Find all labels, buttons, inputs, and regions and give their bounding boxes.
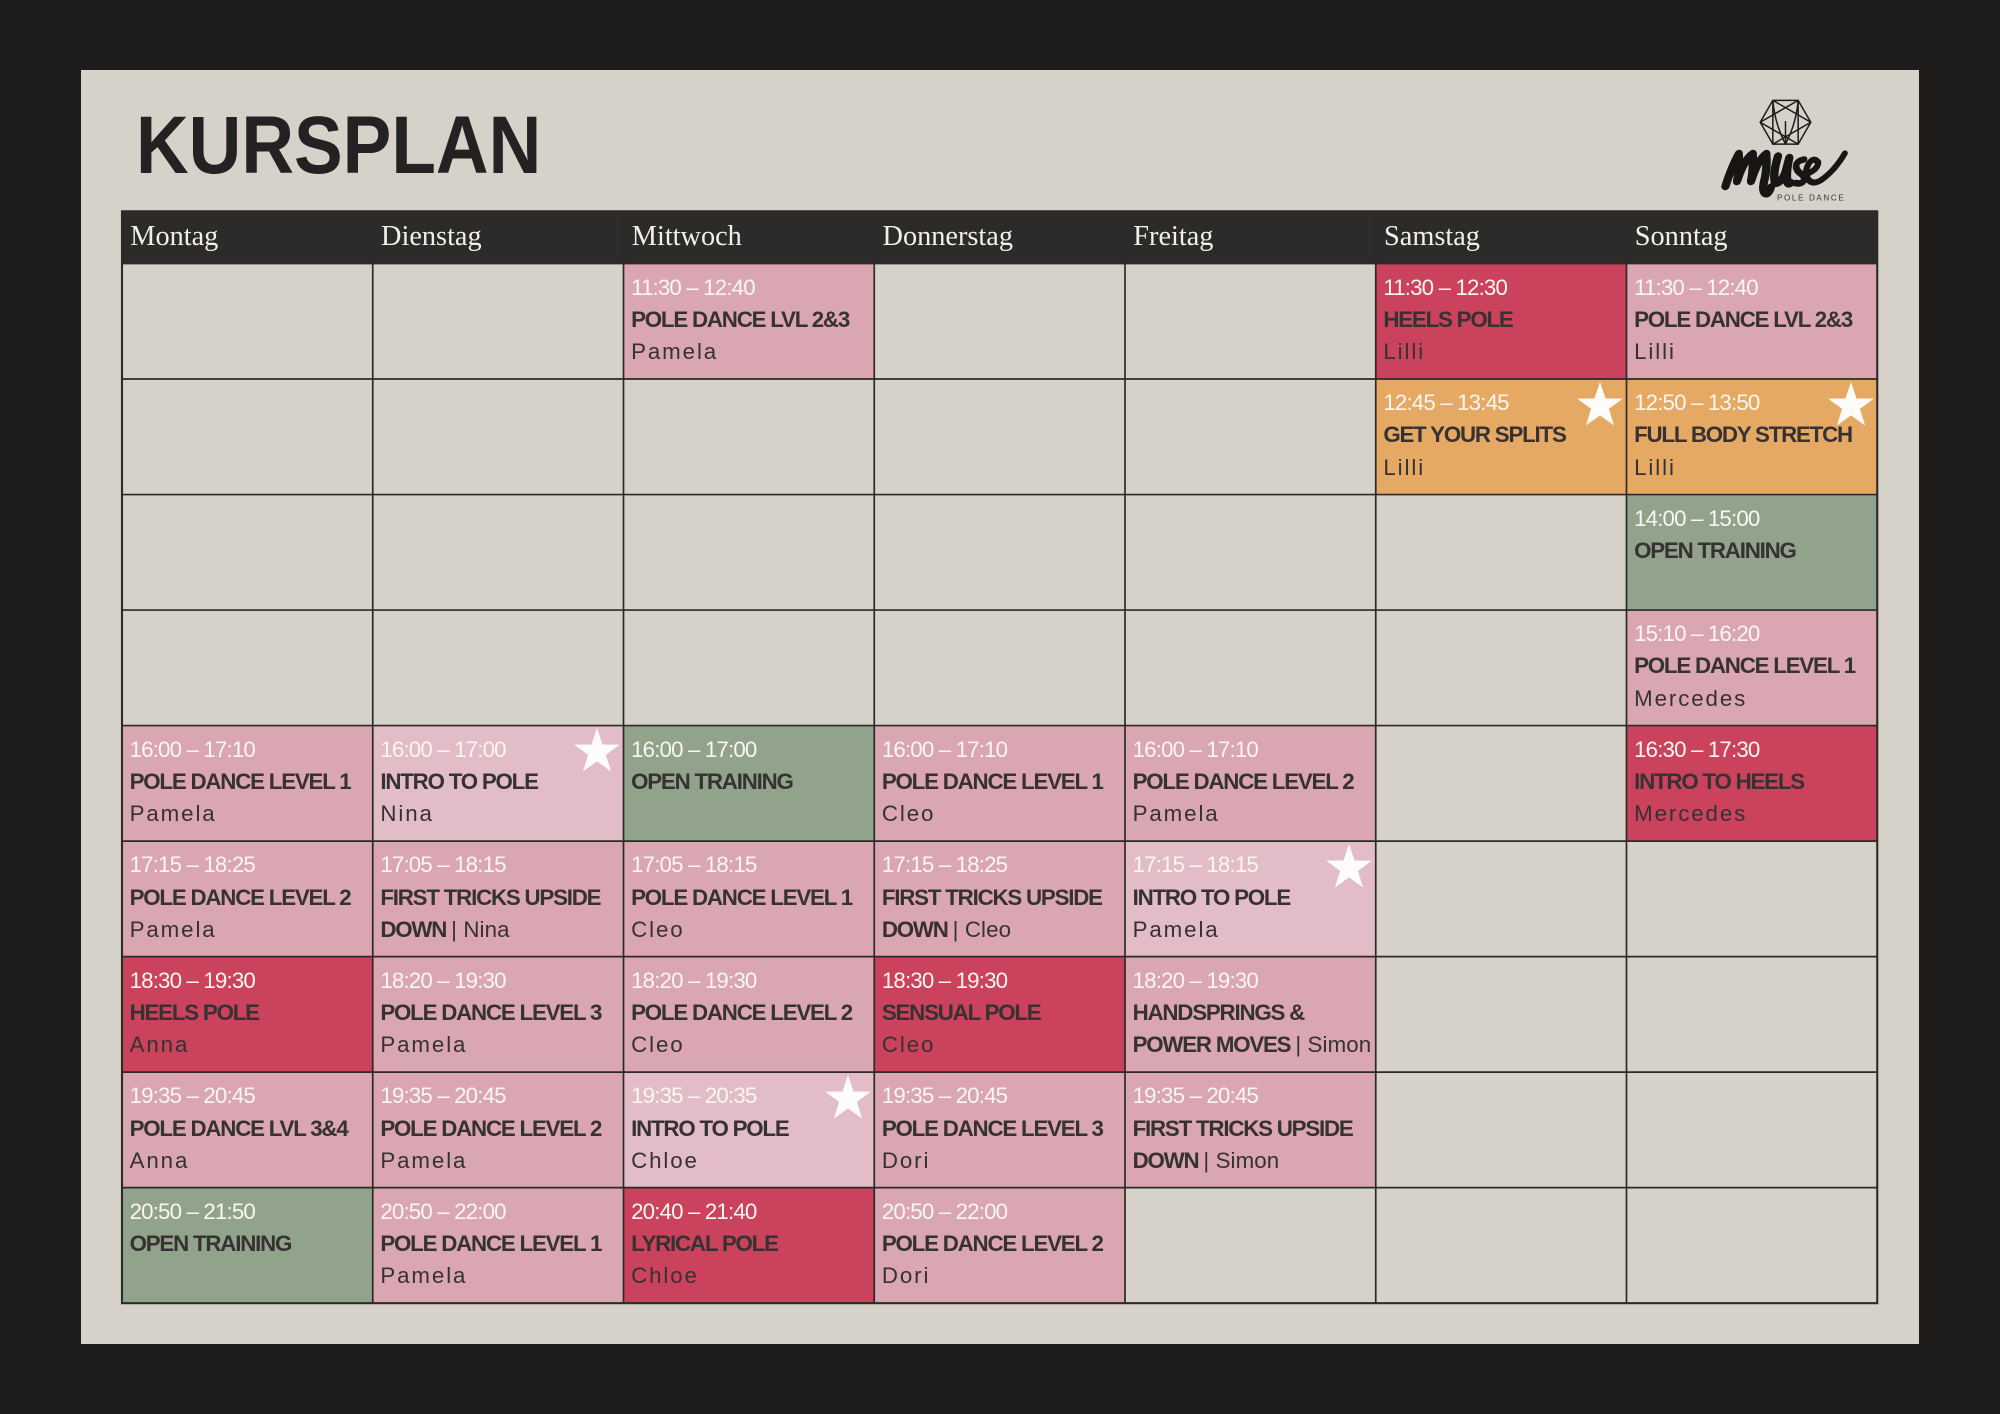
svg-text:POLE DANCE: POLE DANCE: [1777, 193, 1845, 202]
